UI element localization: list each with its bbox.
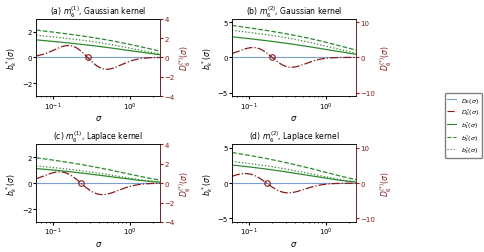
- X-axis label: $\sigma$: $\sigma$: [94, 239, 102, 248]
- X-axis label: $\sigma$: $\sigma$: [94, 114, 102, 122]
- Title: (d) $m_6^{(2)}$, Laplace kernel: (d) $m_6^{(2)}$, Laplace kernel: [248, 130, 339, 145]
- X-axis label: $\sigma$: $\sigma$: [290, 114, 297, 122]
- Y-axis label: $D_6^{(*)}(\sigma)$: $D_6^{(*)}(\sigma)$: [378, 171, 393, 196]
- Y-axis label: $D_6^{(*)}(\sigma)$: $D_6^{(*)}(\sigma)$: [378, 45, 393, 71]
- Legend: $D_6(\sigma)$, $D_6^{*}(\sigma)$, $b_1^{*}(\sigma)$, $b_2^{*}(\sigma)$, $b_3^{*}: $D_6(\sigma)$, $D_6^{*}(\sigma)$, $b_1^{…: [444, 94, 481, 158]
- Y-axis label: $D_6^{(*)}(\sigma)$: $D_6^{(*)}(\sigma)$: [177, 171, 193, 196]
- Title: (a) $m_6^{(1)}$, Gaussian kernel: (a) $m_6^{(1)}$, Gaussian kernel: [50, 4, 146, 20]
- Y-axis label: $b_k^*(\sigma)$: $b_k^*(\sigma)$: [199, 172, 214, 195]
- Y-axis label: $b_k^*(\sigma)$: $b_k^*(\sigma)$: [199, 47, 214, 70]
- Title: (c) $m_6^{(1)}$, Laplace kernel: (c) $m_6^{(1)}$, Laplace kernel: [53, 130, 143, 145]
- Y-axis label: $b_k^*(\sigma)$: $b_k^*(\sigma)$: [4, 47, 19, 70]
- Y-axis label: $b_k^*(\sigma)$: $b_k^*(\sigma)$: [4, 172, 19, 195]
- Y-axis label: $D_6^{(*)}(\sigma)$: $D_6^{(*)}(\sigma)$: [177, 45, 193, 71]
- Title: (b) $m_6^{(2)}$, Gaussian kernel: (b) $m_6^{(2)}$, Gaussian kernel: [245, 4, 342, 20]
- X-axis label: $\sigma$: $\sigma$: [290, 239, 297, 248]
